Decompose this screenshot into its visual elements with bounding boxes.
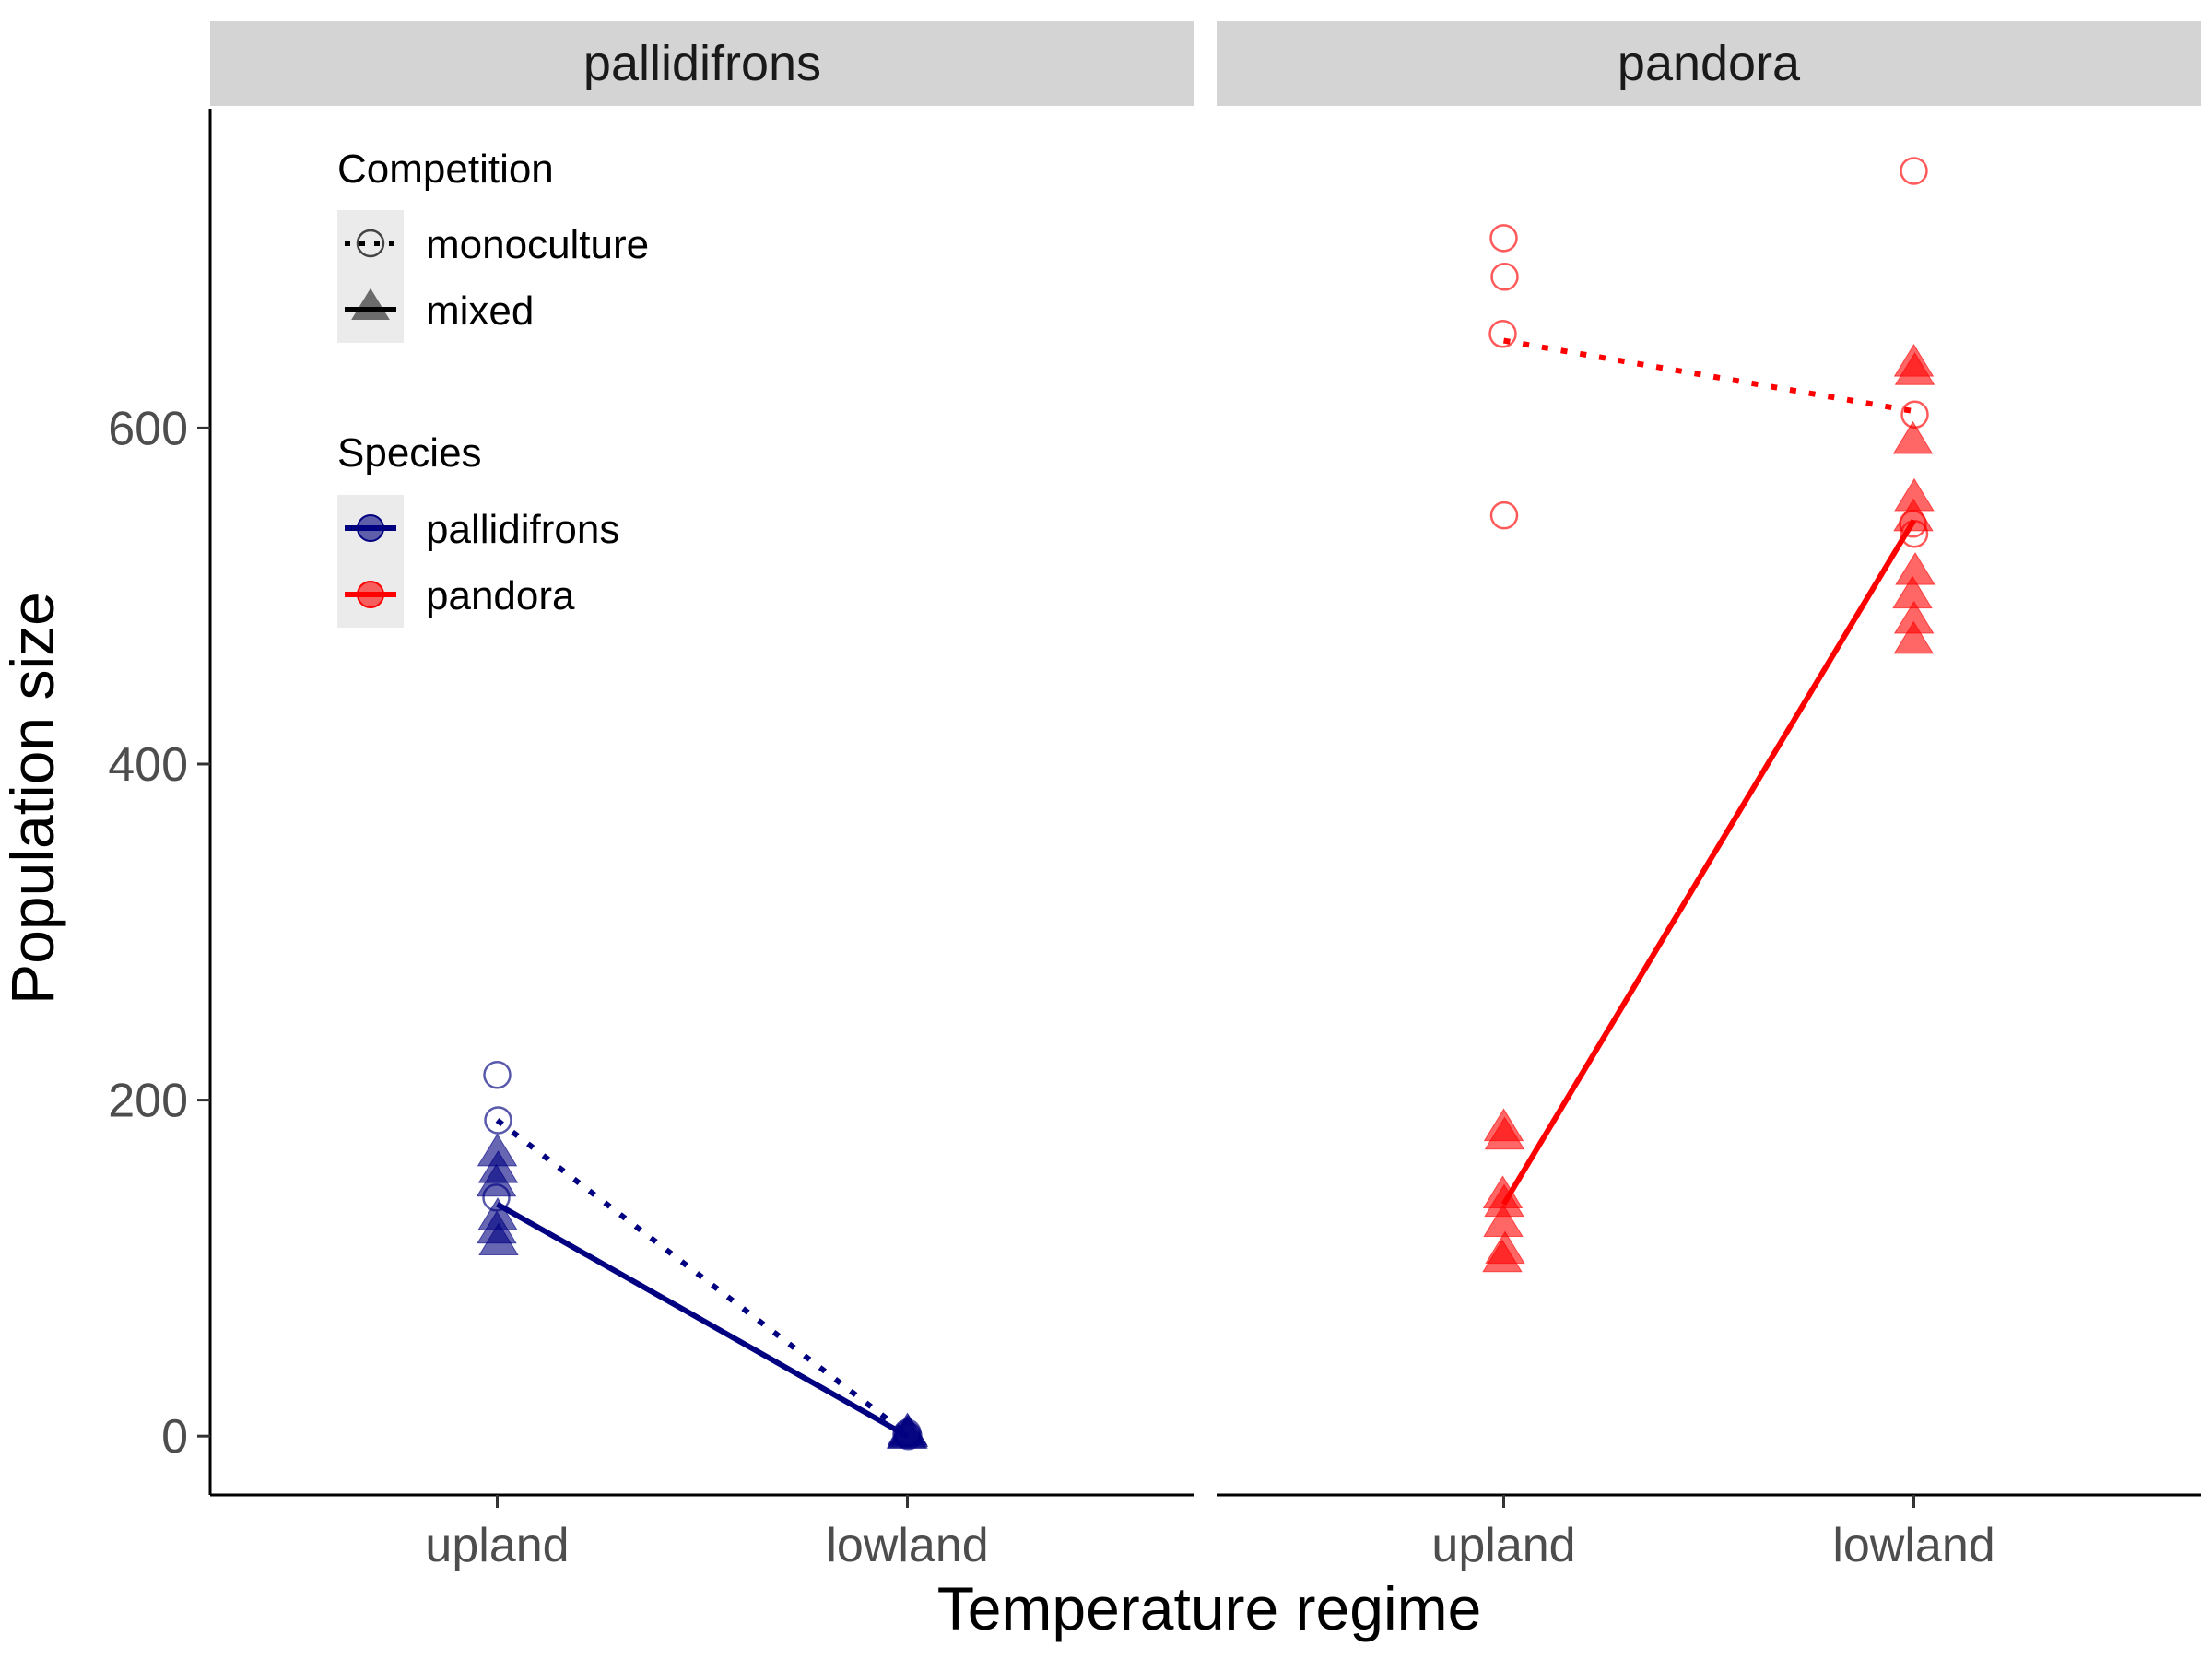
legend-label-mixed: mixed [426, 288, 534, 334]
y-axis-title: Population size [0, 592, 66, 1005]
point-mixed-pandora-lowland-5 [1895, 551, 1936, 585]
point-monoculture-pandora-upland-2 [1488, 320, 1517, 348]
point-monoculture-pallidifrons-upland-0 [483, 1060, 512, 1089]
y-tick-label-0: 0 [161, 1410, 188, 1464]
legend-label-monoculture: monoculture [426, 222, 649, 267]
panel-pallidifrons: pallidifrons upland lowland [210, 21, 1194, 1572]
y-tick-label-600: 600 [108, 402, 188, 455]
legend-symbol-pandora [357, 581, 384, 608]
line-monoculture-pallidifrons [495, 1118, 910, 1437]
x-tick-label-pandora-lowland: lowland [1832, 1519, 1994, 1572]
panel-pandora: pandora upland lowland [1217, 21, 2201, 1572]
point-monoculture-pandora-upland-0 [1489, 224, 1518, 253]
legend-label-pallidifrons: pallidifrons [426, 507, 619, 552]
legend: Competition monoculture mixed Species pallid… [337, 147, 649, 628]
y-tick-label-200: 200 [108, 1075, 188, 1128]
point-monoculture-pandora-lowland-1 [1900, 400, 1929, 429]
legend-label-pandora: pandora [426, 573, 575, 618]
x-tick-label-pandora-upland: upland [1431, 1519, 1575, 1572]
panels-layer: pallidifrons upland lowland pandora upland lo… [210, 21, 2201, 1572]
strip-label-pandora: pandora [1618, 36, 1801, 91]
line-monoculture-pandora [1502, 337, 1915, 415]
x-tick-label-pallidifrons-lowland: lowland [826, 1519, 988, 1572]
point-mixed-pandora-lowland-1 [1894, 352, 1936, 385]
point-monoculture-pandora-lowland-2 [1899, 510, 1927, 538]
point-mixed-pallidifrons-upland-5 [478, 1222, 519, 1256]
point-monoculture-pandora-lowland-0 [1900, 157, 1928, 185]
legend-title-species: Species [337, 430, 482, 476]
point-monoculture-pallidifrons-lowland-1 [894, 1421, 923, 1451]
line-mixed-pallidifrons [496, 1202, 909, 1439]
legend-symbol-pallidifrons [357, 514, 384, 542]
point-mixed-pandora-lowland-8 [1893, 620, 1935, 654]
legend-symbol-monoculture [356, 229, 385, 258]
point-monoculture-pallidifrons-upland-2 [482, 1183, 511, 1212]
point-mixed-pandora-lowland-2 [1892, 420, 1934, 454]
point-monoculture-pandora-upland-1 [1490, 263, 1519, 291]
y-tick-label-400: 400 [108, 738, 188, 792]
x-axis-title: Temperature regime [937, 1574, 1482, 1642]
point-monoculture-pandora-lowland-3 [1900, 519, 1929, 548]
y-axis: 0 200 400 600 [108, 109, 212, 1495]
point-monoculture-pallidifrons-lowland-2 [892, 1420, 921, 1449]
strip-bg-pandora [1217, 21, 2201, 106]
point-mixed-pandora-upland-6 [1482, 1239, 1523, 1273]
x-tick-label-pallidifrons-upland: upland [425, 1519, 569, 1572]
strip-bg-pallidifrons [210, 21, 1194, 106]
point-mixed-pandora-upland-1 [1484, 1116, 1525, 1150]
line-mixed-pandora [1500, 519, 1917, 1206]
point-monoculture-pandora-upland-3 [1489, 500, 1519, 530]
legend-title-competition: Competition [337, 147, 554, 192]
strip-label-pallidifrons: pallidifrons [583, 36, 821, 91]
point-monoculture-pallidifrons-upland-1 [484, 1106, 512, 1135]
